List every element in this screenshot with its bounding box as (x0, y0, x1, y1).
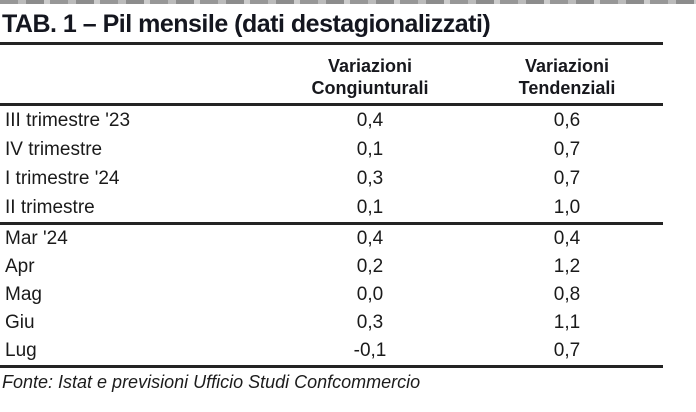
row-label: Giu (5, 312, 35, 333)
row-label: IV trimestre (5, 138, 103, 160)
row-label: Apr (5, 256, 35, 277)
value-congiunturale: -0,1 (353, 340, 387, 361)
table-row: Lug -0,1 0,7 (0, 337, 663, 365)
table-row: IV trimestre 0,1 0,7 (0, 135, 663, 164)
row-label: Mag (5, 284, 42, 305)
row-label: Mar '24 (5, 228, 68, 249)
value-tendenziale: 0,6 (553, 109, 581, 131)
row-label: II trimestre (5, 196, 95, 218)
value-tendenziale: 1,2 (553, 256, 581, 277)
table-row: Apr 0,2 1,2 (0, 253, 663, 281)
value-tendenziale: 0,7 (553, 138, 581, 160)
value-congiunturale: 0,3 (356, 312, 384, 333)
value-tendenziale: 0,7 (553, 167, 581, 189)
value-congiunturale: 0,1 (356, 138, 384, 160)
value-tendenziale: 0,4 (553, 228, 581, 249)
value-tendenziale: 1,0 (553, 196, 581, 218)
table-row: Giu 0,3 1,1 (0, 309, 663, 337)
table-row: I trimestre '24 0,3 0,7 (0, 164, 663, 193)
value-congiunturale: 0,4 (356, 109, 384, 131)
table-row: Mag 0,0 0,8 (0, 281, 663, 309)
row-label: Lug (5, 340, 37, 361)
column-header-row: Variazioni Congiunturali Variazioni Tend… (0, 48, 663, 106)
table-row: Mar '24 0,4 0,4 (0, 225, 663, 253)
row-label: I trimestre '24 (5, 167, 120, 189)
table-row: III trimestre '23 0,4 0,6 (0, 106, 663, 135)
table-row: II trimestre 0,1 1,0 (0, 193, 663, 222)
crop-artifact-bar (0, 0, 696, 4)
value-congiunturale: 0,4 (356, 228, 384, 249)
table-title: TAB. 1 – Pil mensile (dati destagionaliz… (2, 10, 491, 38)
column-header-congiunturali: Variazioni Congiunturali (311, 56, 429, 98)
value-tendenziale: 0,7 (553, 340, 581, 361)
value-congiunturale: 0,0 (356, 284, 384, 305)
value-congiunturale: 0,1 (356, 196, 384, 218)
value-tendenziale: 0,8 (553, 284, 581, 305)
value-congiunturale: 0,3 (356, 167, 384, 189)
row-label: III trimestre '23 (5, 109, 131, 131)
source-note: Fonte: Istat e previsioni Ufficio Studi … (2, 372, 421, 392)
value-congiunturale: 0,2 (356, 256, 384, 277)
quarters-section: III trimestre '23 0,4 0,6 IV trimestre 0… (0, 106, 663, 225)
title-block: TAB. 1 – Pil mensile (dati destagionaliz… (0, 8, 663, 45)
value-tendenziale: 1,1 (553, 312, 581, 333)
column-header-tendenziali: Variazioni Tendenziali (518, 56, 616, 98)
months-section: Mar '24 0,4 0,4 Apr 0,2 1,2 Mag 0,0 0,8 … (0, 225, 663, 368)
